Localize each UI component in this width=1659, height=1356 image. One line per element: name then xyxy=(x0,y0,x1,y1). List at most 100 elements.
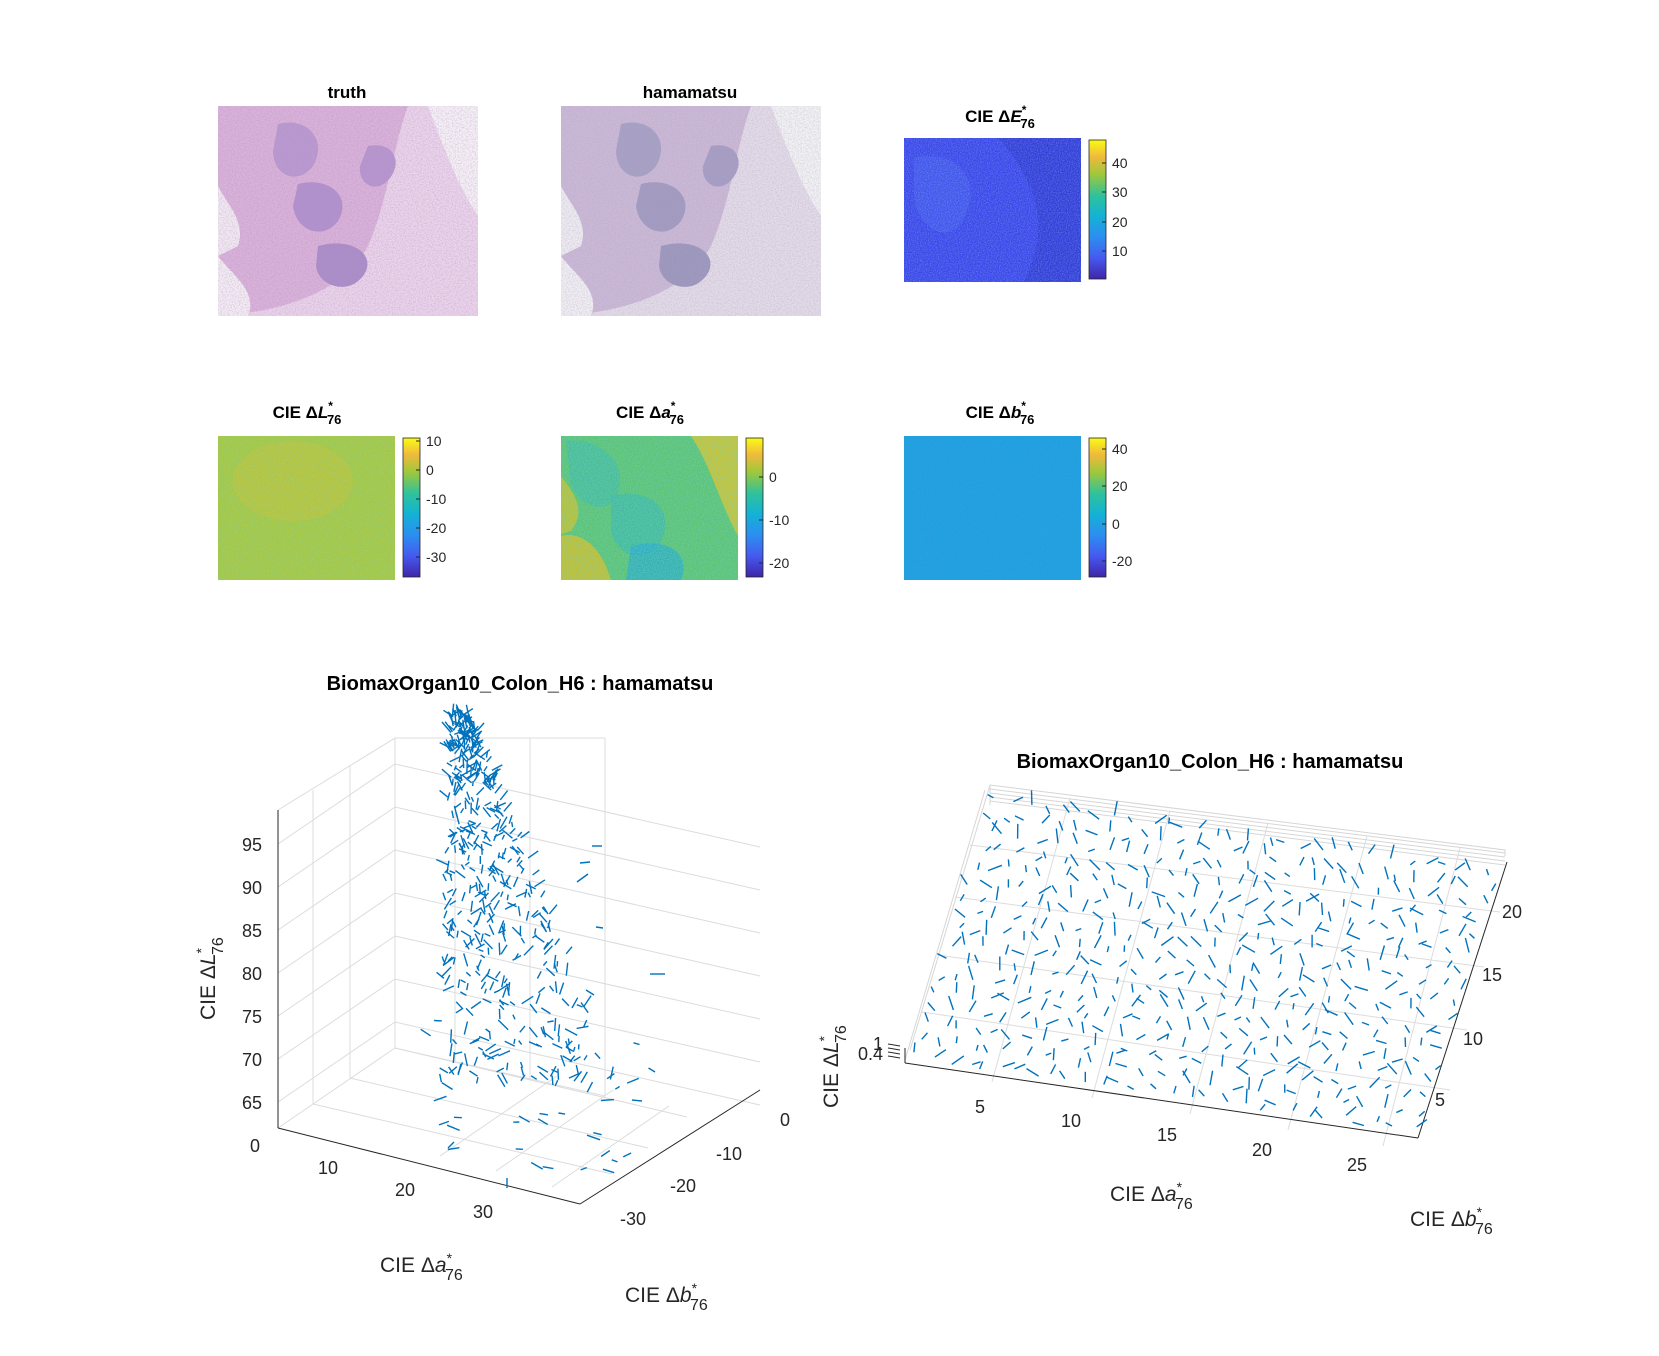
quiver-arrow xyxy=(1379,945,1386,960)
quiver-arrow xyxy=(565,946,573,955)
quiver-arrow xyxy=(593,1132,602,1136)
quiver-arrow xyxy=(473,772,480,782)
quiver-arrow xyxy=(451,810,455,819)
quiver-arrow xyxy=(465,1007,474,1017)
quiver-arrow xyxy=(1371,898,1375,910)
quiver-arrow xyxy=(1050,1064,1057,1075)
truth-image xyxy=(218,106,478,316)
quiver-arrow xyxy=(1252,962,1261,974)
quiver-arrow xyxy=(494,783,503,794)
quiver-arrow xyxy=(1257,932,1260,940)
quiver-arrow xyxy=(1198,1089,1205,1097)
quiver-arrow xyxy=(1420,1037,1423,1046)
quiver-arrow xyxy=(1263,900,1275,912)
quiver-arrow xyxy=(564,1028,578,1036)
quiver-arrow xyxy=(1263,880,1273,893)
quiver-arrow xyxy=(1386,1062,1398,1075)
quiver-arrow xyxy=(463,1021,469,1035)
quiver-arrow xyxy=(464,861,470,866)
quiver-arrow xyxy=(466,982,469,991)
quiver-arrow xyxy=(994,979,1006,984)
quiver-arrow xyxy=(1021,1034,1033,1039)
quiver-arrow xyxy=(1344,1012,1354,1026)
quiver-arrow xyxy=(1153,927,1159,939)
quiver-arrow xyxy=(1415,1006,1425,1018)
3d-right-y-ticks: 5 10 15 20 xyxy=(1435,902,1522,1110)
quiver-arrow xyxy=(1269,856,1277,863)
quiver-arrow xyxy=(571,997,579,1009)
quiver-arrow xyxy=(1192,860,1201,865)
quiver-arrow xyxy=(1224,1043,1232,1050)
quiver-arrow xyxy=(1119,960,1128,968)
quiver-arrow xyxy=(1271,937,1275,946)
quiver-arrow xyxy=(1446,960,1453,968)
quiver-arrow xyxy=(543,938,554,950)
quiver-arrow xyxy=(1425,1025,1438,1033)
quiver-arrow xyxy=(602,1168,615,1174)
quiver-arrow xyxy=(470,900,474,912)
quiver-arrow xyxy=(541,906,547,913)
quiver-arrow xyxy=(1232,1085,1244,1091)
quiver-arrow xyxy=(516,856,521,863)
quiver-arrow xyxy=(1158,973,1167,980)
quiver-arrow xyxy=(1309,1106,1318,1118)
quiver-arrow xyxy=(442,985,455,992)
quiver-arrow xyxy=(480,954,486,959)
quiver-arrow xyxy=(487,968,491,975)
quiver-arrow xyxy=(478,948,484,953)
quiver-arrow xyxy=(444,846,450,854)
quiver-arrow xyxy=(475,822,482,828)
quiver-arrow xyxy=(469,1070,478,1077)
svg-text:0: 0 xyxy=(780,1110,790,1130)
quiver-arrow xyxy=(1311,857,1315,866)
quiver-arrow xyxy=(1375,1003,1380,1011)
quiver-arrow xyxy=(461,715,471,725)
quiver-arrow xyxy=(537,1065,549,1073)
quiver-arrow xyxy=(1045,1052,1052,1056)
quiver-arrow xyxy=(1286,1089,1296,1095)
quiver-arrow xyxy=(1083,1012,1089,1019)
quiver-arrow xyxy=(449,733,454,739)
quiver-arrow xyxy=(506,1062,509,1071)
quiver-arrow xyxy=(987,793,994,799)
quiver-arrow xyxy=(459,825,472,833)
quiver-arrow xyxy=(493,899,501,910)
delta-l-title: CIE ΔL* 76 xyxy=(273,399,342,427)
z-tick-70: 70 xyxy=(242,1050,262,1070)
quiver-arrow xyxy=(1136,1033,1146,1041)
svg-text:25: 25 xyxy=(1347,1155,1367,1175)
quiver-arrow xyxy=(1059,990,1064,998)
quiver-arrow xyxy=(453,845,457,853)
quiver-arrow xyxy=(540,923,548,933)
quiver-arrow xyxy=(1117,883,1127,890)
quiver-arrow xyxy=(524,888,528,898)
quiver-arrow xyxy=(1042,851,1047,859)
quiver-arrow xyxy=(519,1025,526,1033)
quiver-arrow xyxy=(441,923,449,931)
quiver-arrow xyxy=(496,818,502,832)
quiver-arrow xyxy=(1156,1033,1169,1042)
quiver-arrow xyxy=(1318,927,1330,933)
quiver-arrow xyxy=(1321,1002,1329,1014)
z-tick-80: 80 xyxy=(242,964,262,984)
quiver-arrow xyxy=(1060,922,1065,932)
quiver-arrow xyxy=(540,1007,551,1015)
quiver-arrow xyxy=(1395,946,1401,959)
quiver-arrow xyxy=(535,1043,543,1048)
quiver-arrow xyxy=(1127,816,1133,823)
svg-text:30: 30 xyxy=(1112,184,1128,200)
quiver-arrow xyxy=(448,741,459,748)
quiver-arrow xyxy=(495,970,501,979)
quiver-arrow xyxy=(489,782,497,789)
quiver-arrow xyxy=(1389,844,1395,859)
quiver-arrow xyxy=(489,981,495,991)
quiver-arrow xyxy=(1292,1102,1298,1111)
quiver-arrow xyxy=(1028,985,1032,993)
quiver-arrow xyxy=(509,827,516,835)
quiver-arrow xyxy=(1111,874,1115,886)
quiver-arrow xyxy=(470,738,477,749)
quiver-arrow xyxy=(1066,866,1072,876)
quiver-arrow xyxy=(1445,947,1451,954)
quiver-arrow xyxy=(467,919,473,925)
quiver-arrow xyxy=(436,858,449,866)
